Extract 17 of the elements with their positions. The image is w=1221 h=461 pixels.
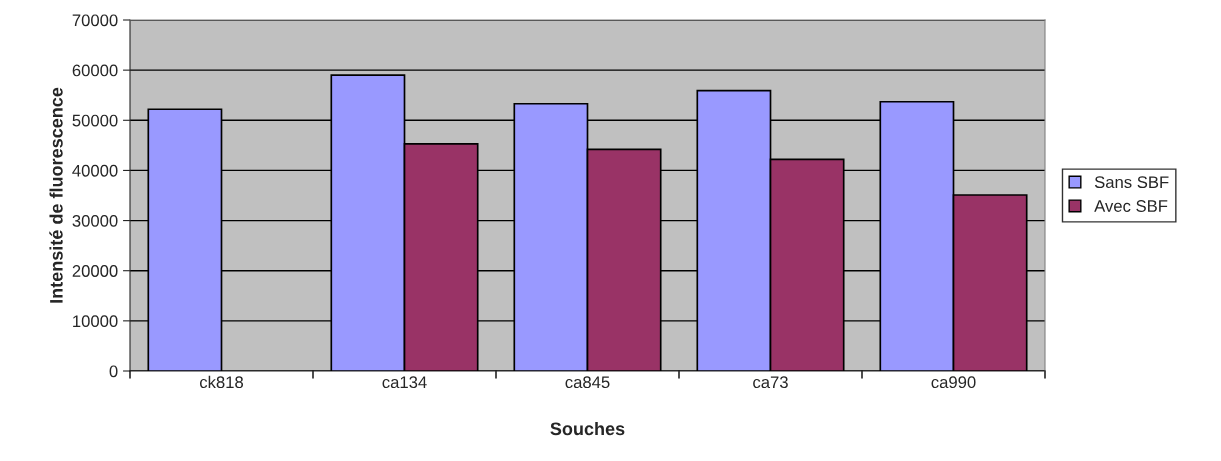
y-tick-label: 30000	[72, 214, 118, 227]
y-tick-label: 10000	[73, 315, 118, 328]
legend-label: Avec SBF	[1094, 200, 1168, 212]
x-tick-label: ca845	[565, 376, 610, 389]
y-tick-label: 70000	[72, 14, 118, 27]
x-tick-label: ca134	[382, 376, 427, 389]
y-tick-label: 0	[109, 365, 118, 378]
y-axis-title: Intensité de fluorescence	[49, 87, 63, 303]
y-tick-label: 50000	[72, 114, 118, 127]
y-tick-label: 60000	[72, 64, 118, 77]
x-tick-label: ca73	[753, 376, 788, 389]
y-tick-label: 40000	[72, 164, 118, 177]
x-tick-label: ca990	[931, 376, 976, 389]
x-axis-title: Souches	[550, 421, 625, 436]
y-tick-label: 20000	[72, 265, 118, 277]
legend-label: Sans SBF	[1094, 176, 1169, 189]
x-tick-label: ck818	[199, 375, 244, 389]
